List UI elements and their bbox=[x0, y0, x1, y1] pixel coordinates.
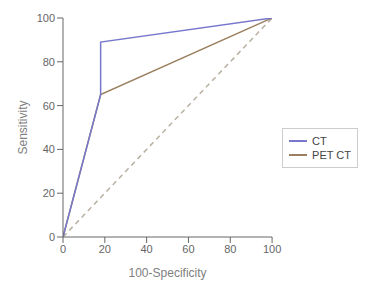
svg-text:100-Specificity: 100-Specificity bbox=[129, 266, 207, 280]
svg-text:80: 80 bbox=[224, 243, 236, 255]
html-text:PET CT: PET CT bbox=[312, 148, 351, 161]
svg-text:40: 40 bbox=[141, 243, 153, 255]
svg-text:60: 60 bbox=[43, 100, 55, 112]
svg-text:80: 80 bbox=[43, 56, 55, 68]
svg-text:60: 60 bbox=[182, 243, 194, 255]
svg-text:0: 0 bbox=[49, 231, 55, 243]
html-text:CT: CT bbox=[312, 134, 327, 147]
svg-text:20: 20 bbox=[43, 187, 55, 199]
svg-text:100: 100 bbox=[37, 12, 55, 24]
svg-text:0: 0 bbox=[60, 243, 66, 255]
svg-text:40: 40 bbox=[43, 143, 55, 155]
svg-text:100: 100 bbox=[263, 243, 281, 255]
svg-text:Sensitivity: Sensitivity bbox=[16, 100, 30, 154]
svg-text:20: 20 bbox=[99, 243, 111, 255]
